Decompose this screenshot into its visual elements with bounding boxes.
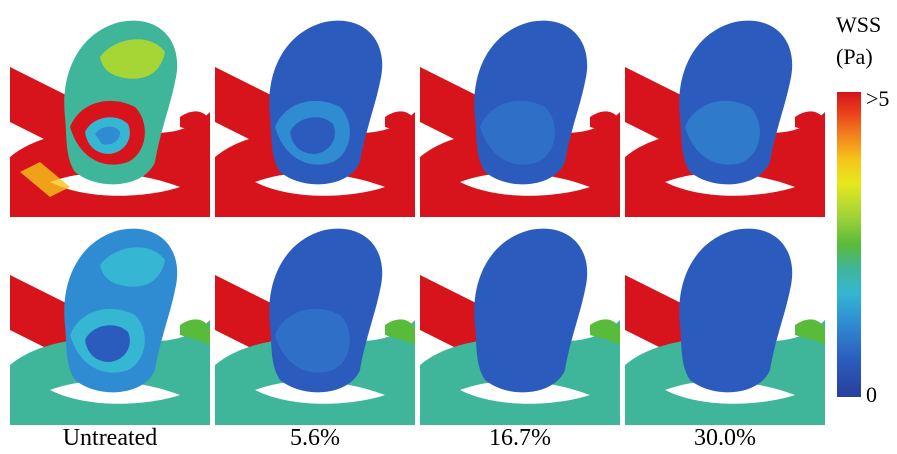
column-label-5-6: 5.6% — [290, 425, 340, 451]
colorbar — [837, 92, 861, 397]
panel-a-5-6 — [215, 12, 415, 217]
colorbar-max-label: >5 — [866, 86, 890, 111]
colorbar-title-line2: (Pa) — [836, 44, 873, 69]
column-label-untreated: Untreated — [62, 425, 158, 451]
panel-a-16-7 — [420, 12, 620, 217]
panel-a-untreated — [10, 12, 210, 217]
panel-b-16-7 — [420, 220, 620, 425]
panel-a-30-0 — [625, 12, 825, 217]
panel-b-untreated — [10, 220, 210, 425]
column-label-30-0: 30.0% — [694, 425, 756, 451]
panel-b-30-0 — [625, 220, 825, 425]
panel-b-5-6 — [215, 220, 415, 425]
colorbar-title-line1: WSS — [836, 12, 882, 37]
colorbar-min-label: 0 — [866, 382, 877, 407]
column-label-16-7: 16.7% — [489, 425, 551, 451]
